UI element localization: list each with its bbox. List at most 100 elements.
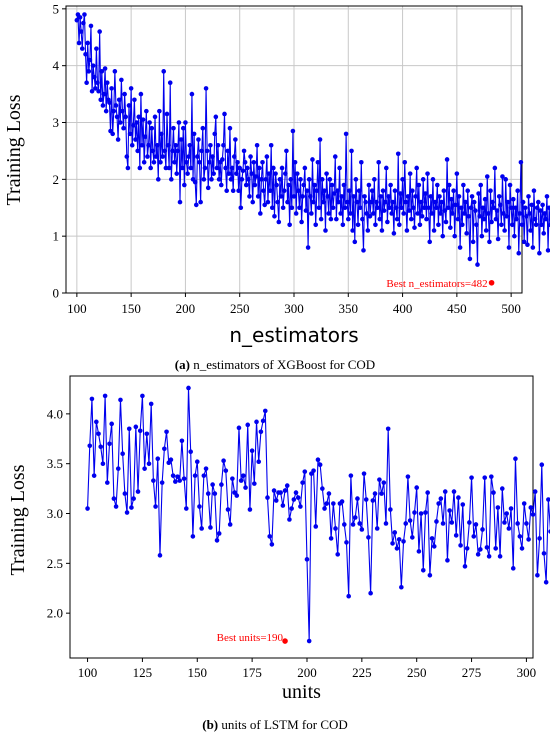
data-point <box>255 194 261 199</box>
data-point <box>187 142 193 148</box>
data-point <box>281 188 287 193</box>
data-point <box>91 473 97 478</box>
data-point <box>148 401 154 407</box>
data-point <box>501 211 506 216</box>
data-point <box>127 131 133 137</box>
data-point <box>275 199 281 205</box>
data-point <box>318 216 324 222</box>
best-annotation: Best n_estimators=482 <box>386 278 487 290</box>
y-axis-label: Training Loss <box>7 464 29 575</box>
data-point <box>205 491 211 496</box>
data-point <box>437 194 442 199</box>
data-point <box>415 211 421 216</box>
data-point <box>280 205 286 211</box>
data-point <box>160 154 165 159</box>
data-point <box>164 111 170 117</box>
data-point <box>387 205 392 211</box>
data-point <box>76 40 82 46</box>
data-point <box>408 216 414 222</box>
data-point <box>101 91 107 97</box>
data-point <box>219 482 224 487</box>
data-point <box>381 480 387 485</box>
data-point <box>140 117 146 122</box>
data-point <box>482 475 488 480</box>
x-tick-label-7: 275 <box>462 665 482 680</box>
data-point <box>453 533 459 538</box>
data-point <box>265 199 271 205</box>
data-point <box>547 222 550 228</box>
data-point <box>519 222 525 228</box>
data-point <box>284 483 290 488</box>
data-point <box>74 17 80 23</box>
data-point <box>287 517 292 522</box>
data-point <box>506 245 512 250</box>
data-point <box>230 188 236 193</box>
data-point <box>338 211 343 216</box>
data-point <box>427 239 433 245</box>
data-point <box>120 108 125 114</box>
chart-a: 100 150 200 250 300 350 400 450 500 0 1 2 3 4 5 n_estim… <box>3 1 550 347</box>
data-point <box>249 448 255 454</box>
data-point <box>102 393 108 399</box>
data-point <box>304 188 310 193</box>
data-point <box>419 213 425 219</box>
y-tick-label-4: 4 <box>53 58 60 73</box>
data-point <box>91 74 97 80</box>
data-point <box>129 142 135 148</box>
data-point <box>502 520 507 525</box>
data-point <box>340 222 346 228</box>
y-tick-label-3: 3 <box>53 115 60 130</box>
data-point <box>442 489 448 494</box>
data-point <box>467 256 473 262</box>
data-point <box>543 579 549 585</box>
data-point <box>355 496 360 501</box>
data-point <box>113 504 119 509</box>
data-point <box>482 196 488 202</box>
x-tick-label-2: 200 <box>176 301 196 316</box>
data-point <box>298 504 303 509</box>
data-point <box>243 485 248 490</box>
data-point <box>123 114 129 120</box>
data-point <box>243 182 249 188</box>
data-point <box>299 219 304 225</box>
data-point <box>261 188 266 193</box>
data-point <box>122 91 127 97</box>
data-point <box>87 57 93 63</box>
data-point <box>193 202 199 208</box>
data-point <box>517 211 523 216</box>
data-point <box>300 194 305 199</box>
data-point <box>470 239 476 245</box>
data-point <box>449 520 455 525</box>
data-point <box>342 205 348 211</box>
data-point <box>145 154 150 159</box>
x-tick-label-7: 450 <box>447 301 467 316</box>
data-point <box>435 182 440 188</box>
data-point <box>544 194 550 199</box>
data-point <box>236 188 241 193</box>
data-point <box>374 526 380 531</box>
data-point <box>195 154 200 159</box>
data-point <box>439 199 444 205</box>
data-point <box>278 490 283 495</box>
data-point <box>539 222 544 228</box>
data-point <box>327 177 333 182</box>
data-point <box>521 501 527 506</box>
data-point <box>525 242 530 247</box>
data-point <box>534 205 540 211</box>
data-point <box>254 419 259 425</box>
data-point <box>146 461 152 466</box>
data-point <box>489 219 494 225</box>
data-point <box>292 159 298 165</box>
data-point <box>379 228 385 233</box>
data-point <box>331 501 336 506</box>
data-point <box>530 512 536 517</box>
data-point <box>376 159 381 165</box>
data-point <box>86 69 92 74</box>
data-point <box>451 489 457 494</box>
data-point <box>490 199 495 205</box>
data-point <box>252 182 258 188</box>
x-tick-label-4: 300 <box>284 301 304 316</box>
data-point <box>89 396 95 402</box>
x-tick-label-1: 125 <box>133 665 153 680</box>
data-point <box>269 205 275 211</box>
